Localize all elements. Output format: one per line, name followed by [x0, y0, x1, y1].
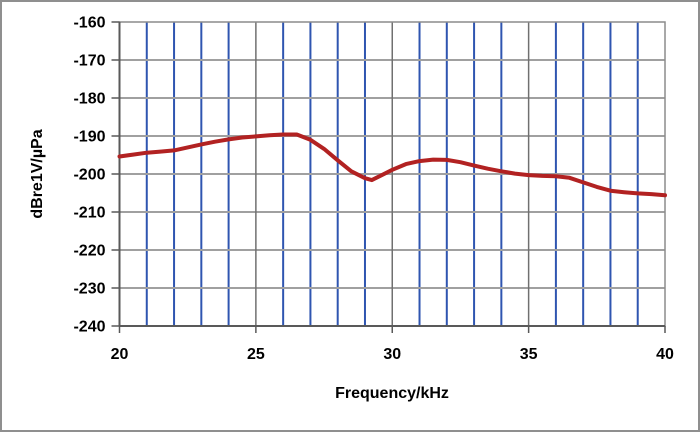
y-tick-label: -170	[73, 53, 105, 70]
x-tick-label: 30	[383, 346, 401, 363]
x-axis-title: Frequency/kHz	[335, 385, 449, 402]
y-tick-label: -190	[73, 129, 105, 146]
x-tick-label: 35	[520, 346, 538, 363]
x-tick-label: 40	[656, 346, 674, 363]
y-tick-label: -240	[73, 319, 105, 336]
x-tick-label: 20	[111, 346, 129, 363]
series-line	[117, 132, 667, 198]
chart-generated-layer: -160 -170 -180 -190 -200 -210 -220 -230 -240 20 25…	[73, 15, 674, 364]
y-axis-title: dBre1V/µPa	[29, 129, 46, 218]
y-tick-label: -230	[73, 281, 105, 298]
y-tick-label: -210	[73, 205, 105, 222]
y-tick-label: -220	[73, 243, 105, 260]
x-tick-label: 25	[247, 346, 265, 363]
y-tick-label: -200	[73, 167, 105, 184]
y-tick-label: -180	[73, 91, 105, 108]
y-tick-label: -160	[73, 15, 105, 32]
